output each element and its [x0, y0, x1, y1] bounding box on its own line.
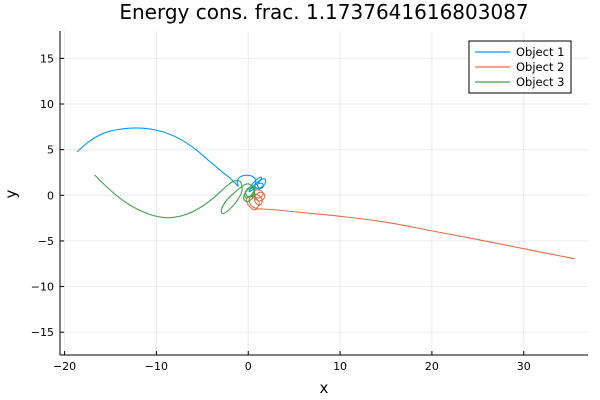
legend-label: Object 3	[516, 75, 564, 89]
y-axis-label: y	[2, 189, 20, 198]
legend-label: Object 2	[516, 60, 564, 74]
legend-label: Object 1	[516, 45, 564, 59]
x-tick-label: 0	[245, 360, 252, 373]
x-tick-label: 20	[425, 360, 439, 373]
x-tick-label: −20	[53, 360, 76, 373]
tick-labels: −20 −10 0 10 20 30 −15 −10 −5 0 5 10 15	[31, 52, 531, 373]
series-line-2	[245, 189, 575, 260]
y-tick-label: −5	[38, 235, 54, 248]
y-tick-label: 10	[40, 98, 54, 111]
series-group	[76, 127, 575, 260]
x-tick-label: 10	[333, 360, 347, 373]
y-tick-label: 5	[47, 144, 54, 157]
series-line-1	[76, 127, 267, 193]
y-tick-label: 15	[40, 52, 54, 65]
x-axis-label: x	[320, 379, 329, 397]
x-tick-label: 30	[517, 360, 531, 373]
y-tick-label: −15	[31, 326, 54, 339]
y-tick-label: −10	[31, 281, 54, 294]
chart-title: Energy cons. frac. 1.1737641616803087	[119, 0, 528, 24]
series-line-3	[94, 174, 256, 219]
axes	[59, 31, 588, 356]
x-tick-label: −10	[145, 360, 168, 373]
y-tick-label: 0	[47, 189, 54, 202]
